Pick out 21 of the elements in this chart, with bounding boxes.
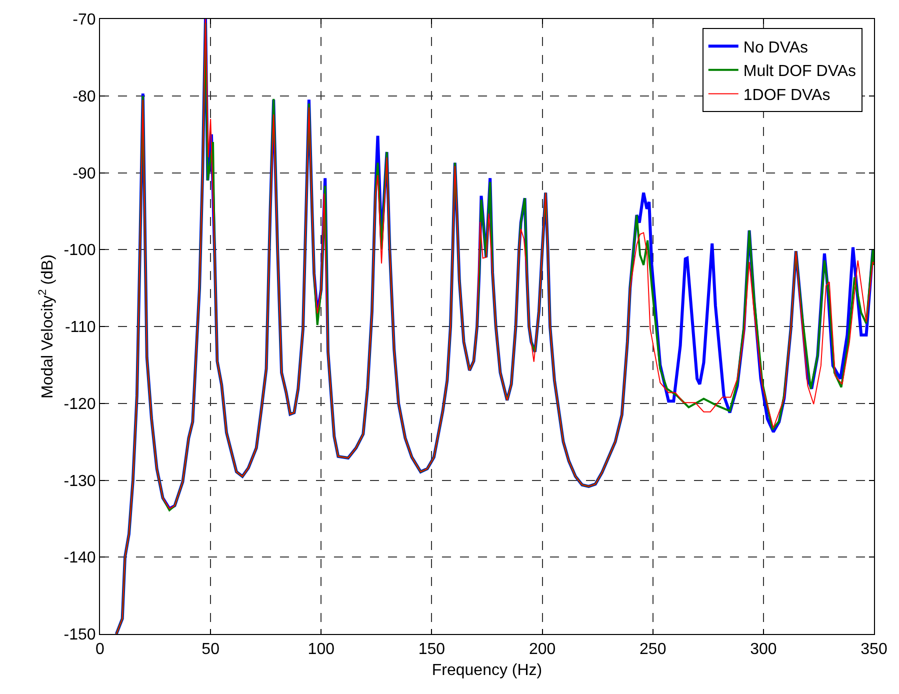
x-axis-title: Frequency (Hz) <box>432 662 542 679</box>
x-tick-label: 0 <box>96 641 105 658</box>
x-tick-label: 150 <box>418 641 446 658</box>
y-tick-label: -150 <box>64 626 96 644</box>
y-tick-label: -90 <box>72 165 96 182</box>
x-tick-label: 200 <box>528 641 556 658</box>
x-tick-label: 50 <box>202 641 220 658</box>
y-tick-label: -140 <box>64 550 96 567</box>
x-tick-label: 300 <box>750 641 777 658</box>
y-tick-label: -80 <box>72 88 96 106</box>
x-tick-label: 350 <box>860 641 888 658</box>
legend-label: Mult DOF DVAs <box>743 63 856 80</box>
y-tick-label: -100 <box>64 242 96 260</box>
y-tick-label: -130 <box>64 472 96 490</box>
y-tick-label: -70 <box>72 12 96 29</box>
x-tick-label: 250 <box>640 641 666 658</box>
legend-label: No DVAs <box>743 39 808 56</box>
x-tick-label: 100 <box>308 641 335 658</box>
legend-label: 1DOF DVAs <box>743 86 830 104</box>
y-tick-label: -120 <box>64 396 96 413</box>
y-tick-label: -110 <box>64 319 96 336</box>
